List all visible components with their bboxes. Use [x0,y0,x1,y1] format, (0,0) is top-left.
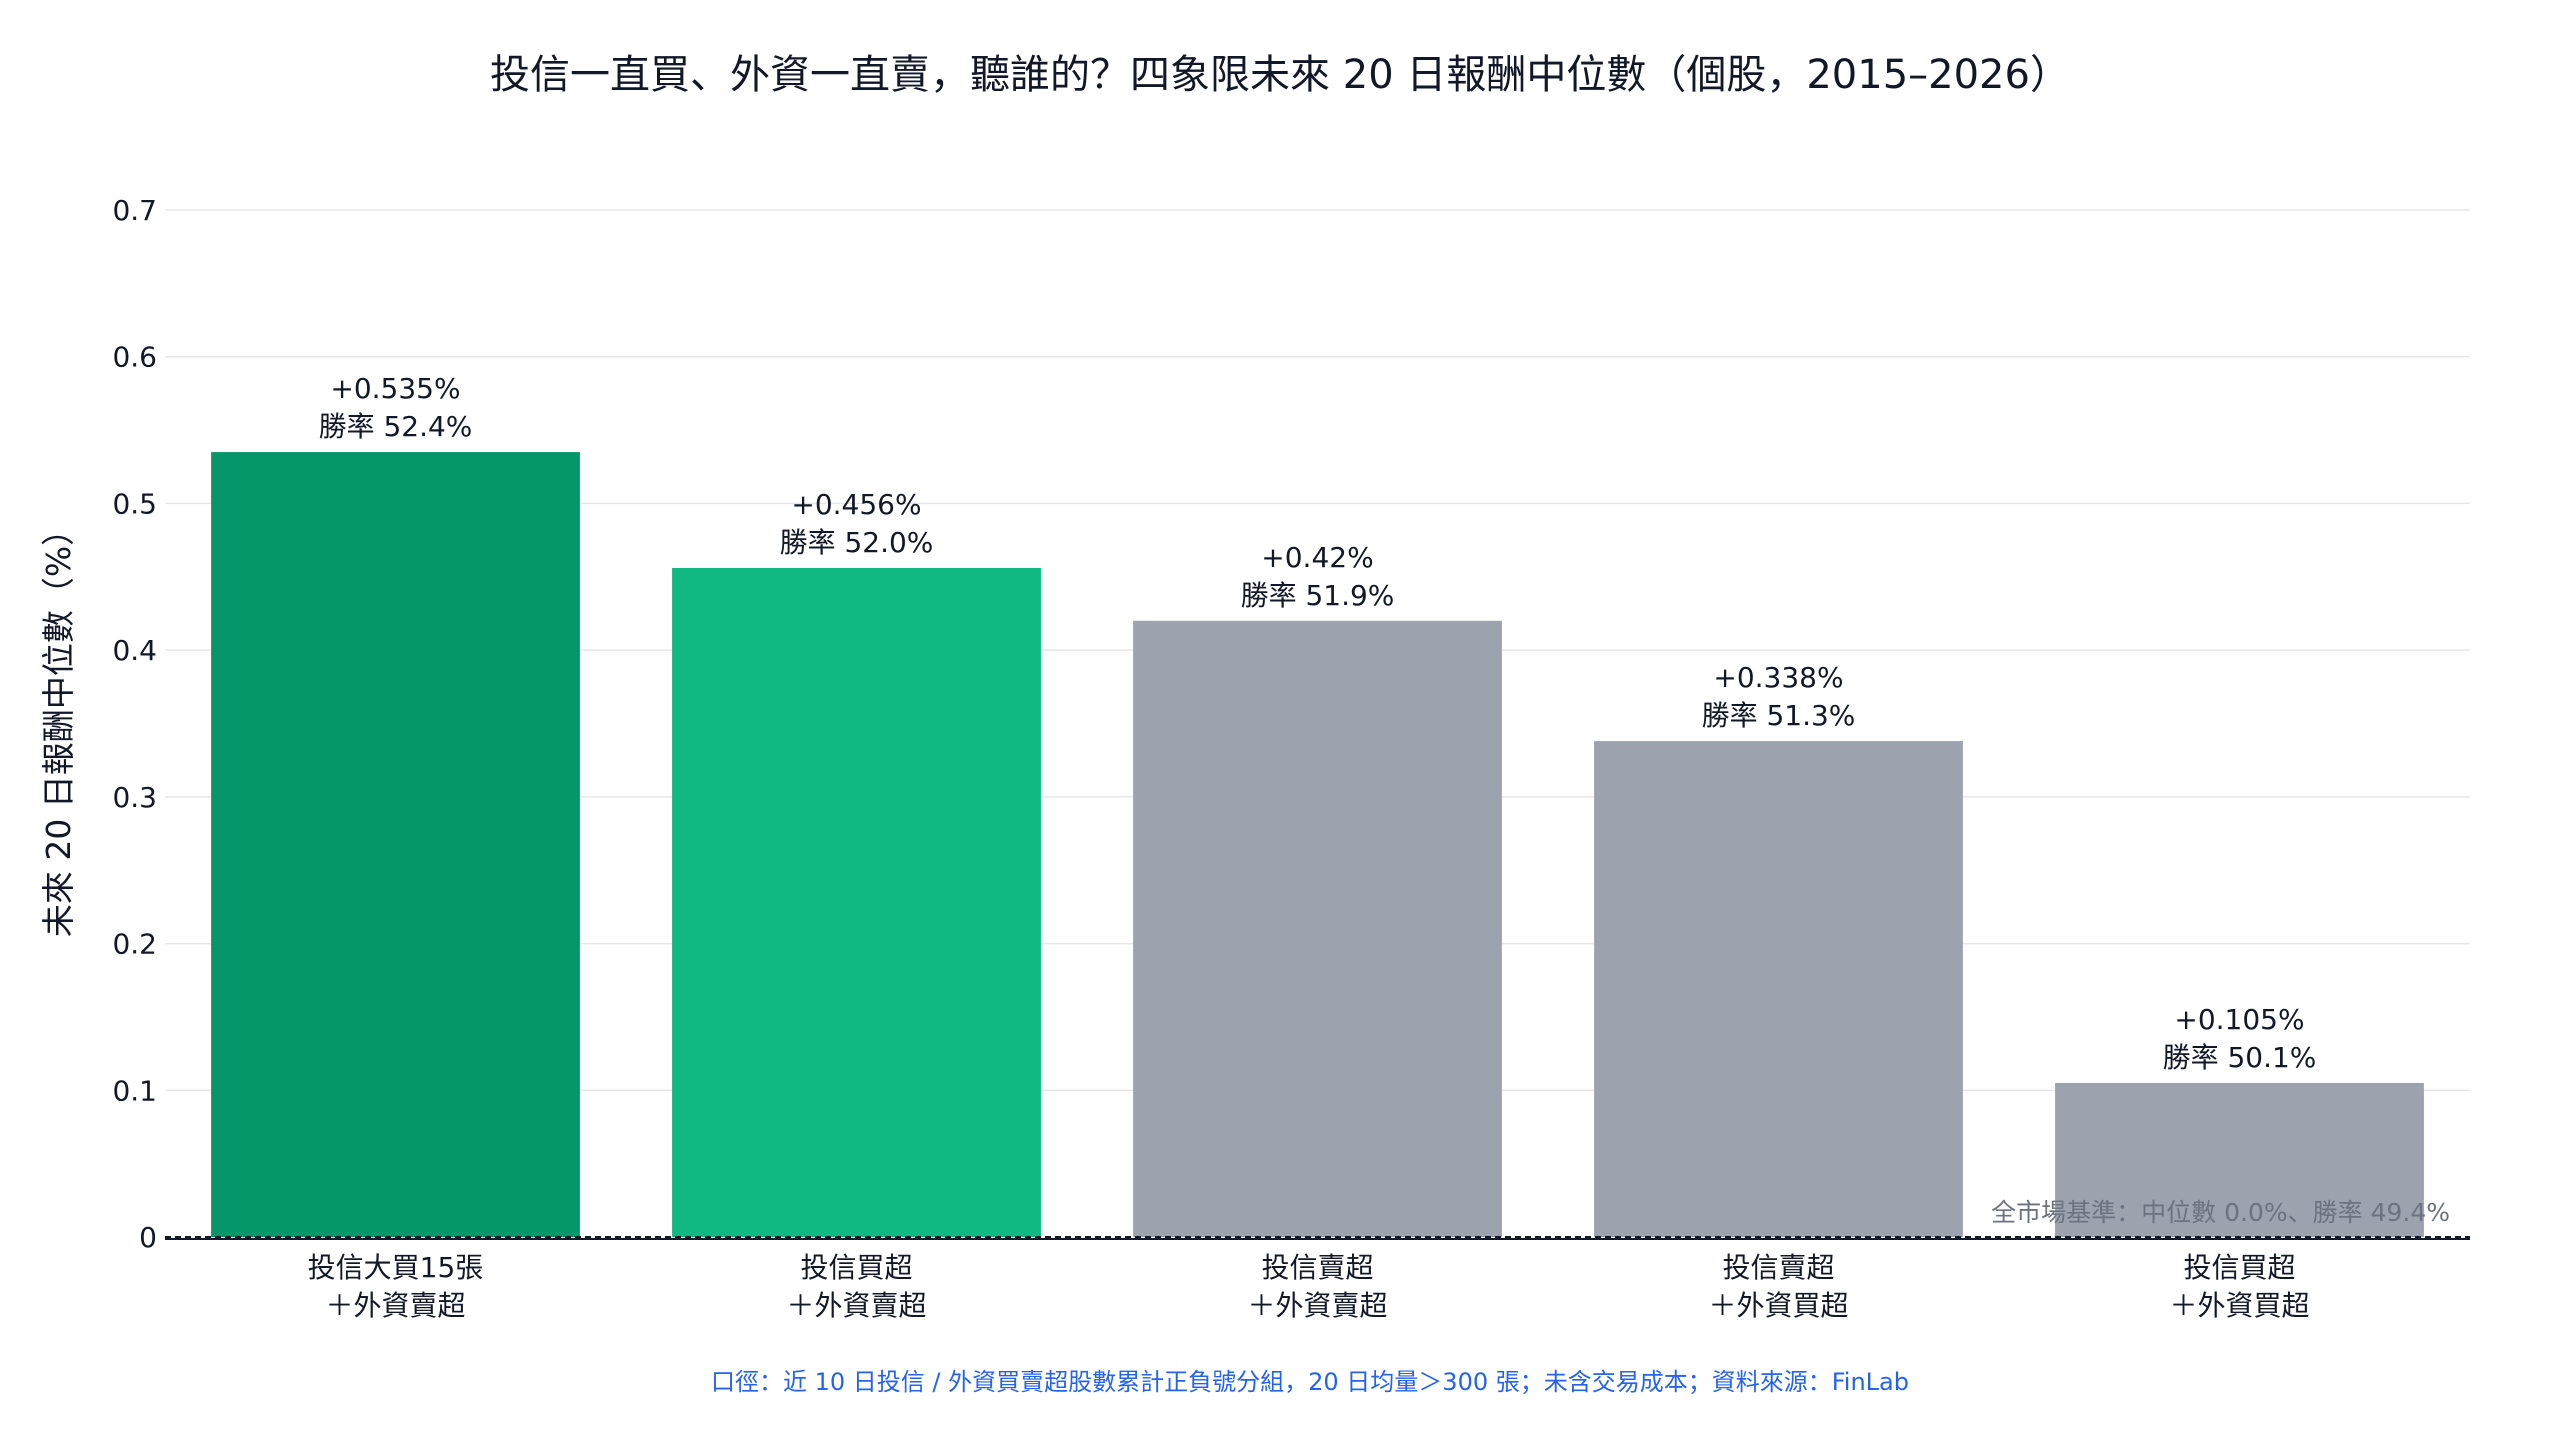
x-tick-label: ＋外資賣超 [1247,1289,1387,1322]
bar-win-rate-label: 勝率 51.9% [1241,579,1395,612]
x-tick-label: 投信買超 [800,1251,912,1284]
footnote: 口徑：近 10 日投信 / 外資買賣超股數累計正負號分組，20 日均量＞300 … [711,1368,1909,1396]
y-axis-ticks: 0 0.1 0.2 0.3 0.4 0.5 0.6 0.7 [112,194,157,1254]
bar-win-rate-label: 勝率 51.3% [1702,699,1856,732]
x-tick-label: 投信買超 [2183,1251,2295,1284]
x-tick-label: 投信賣超 [1261,1251,1373,1284]
bar [211,452,580,1237]
data-labels: +0.535% 勝率 52.4% +0.456% 勝率 52.0% +0.42% 勝率 5… [319,372,2317,1074]
bar-value-label: +0.338% [1713,661,1843,694]
chart-title: 投信一直買、外資一直賣，聽誰的？四象限未來 20 日報酬中位數（個股，2015–… [490,52,2070,98]
bar [672,567,1041,1237]
y-tick-label: 0.6 [112,341,157,374]
bar [1133,620,1502,1237]
x-tick-label: ＋外資賣超 [786,1289,926,1322]
bar [2055,1082,2424,1237]
x-tick-label: 投信大買15張 [308,1251,484,1284]
bars [211,452,2424,1237]
y-tick-label: 0.4 [112,634,157,667]
y-tick-label: 0.5 [112,487,157,520]
x-tick-label: ＋外資買超 [2169,1289,2309,1322]
bar-win-rate-label: 勝率 52.0% [780,526,934,559]
baseline-label: 全市場基準：中位數 0.0%、勝率 49.4% [1991,1198,2450,1227]
bar [1594,741,1963,1237]
bar-win-rate-label: 勝率 52.4% [319,410,473,443]
bar-value-label: +0.535% [330,372,460,405]
bar-value-label: +0.456% [791,488,921,521]
y-tick-label: 0.3 [112,781,157,814]
y-tick-label: 0 [139,1221,157,1254]
bar-win-rate-label: 勝率 50.1% [2163,1041,2317,1074]
y-axis-label: 未來 20 日報酬中位數（%） [39,513,78,937]
x-axis-labels: 投信大買15張 ＋外資賣超 投信買超 ＋外資賣超 投信賣超 ＋外資賣超 投信賣超 ＋外資買超 投… [308,1251,2310,1322]
bar-value-label: +0.42% [1261,541,1373,574]
y-tick-label: 0.7 [112,194,157,227]
y-tick-label: 0.2 [112,928,157,961]
x-tick-label: ＋外資賣超 [325,1289,465,1322]
x-tick-label: ＋外資買超 [1708,1289,1848,1322]
y-tick-label: 0.1 [112,1074,157,1107]
bar-value-label: +0.105% [2174,1003,2304,1036]
x-tick-label: 投信賣超 [1722,1251,1834,1284]
